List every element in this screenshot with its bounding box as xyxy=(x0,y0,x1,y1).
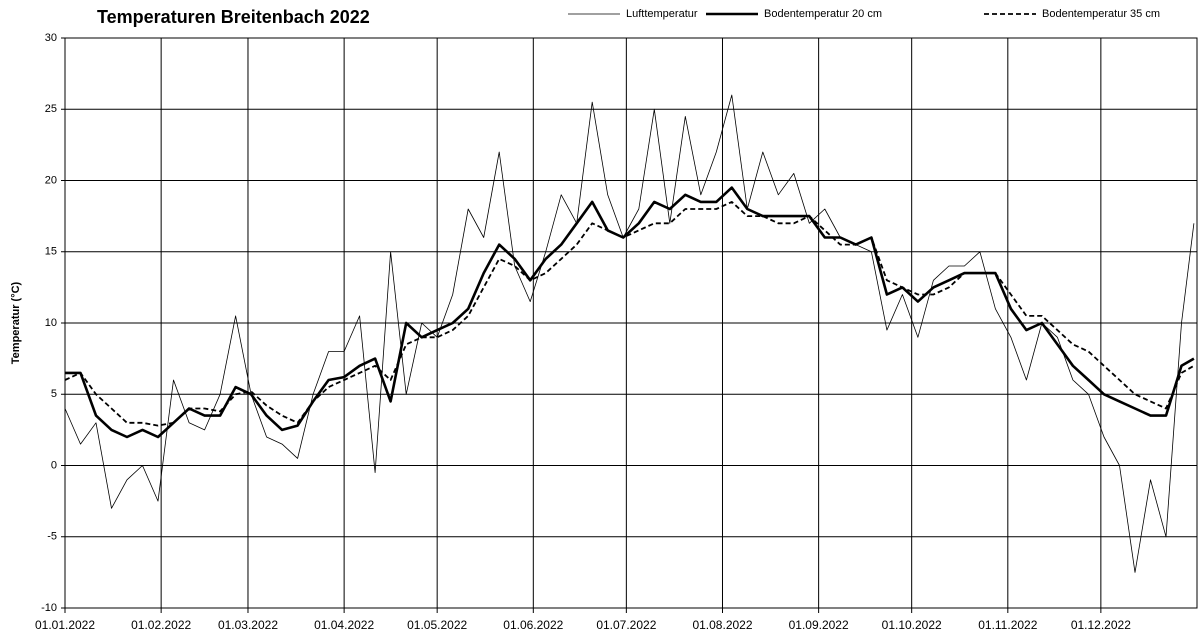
legend-label: Lufttemperatur xyxy=(626,8,698,20)
y-tick-label: -10 xyxy=(41,602,57,614)
y-tick-label: 20 xyxy=(45,174,57,186)
series-line xyxy=(64,200,1195,427)
x-tick-label: 01.06.2022 xyxy=(503,618,563,632)
x-tick-label: 01.03.2022 xyxy=(218,618,278,632)
x-tick-label: 01.02.2022 xyxy=(131,618,191,632)
legend-label: Bodentemperatur 20 cm xyxy=(764,8,882,20)
x-tick-label: 01.11.2022 xyxy=(978,618,1037,632)
y-tick-label: 10 xyxy=(45,317,57,329)
x-tick-label: 01.10.2022 xyxy=(882,618,942,632)
x-tick-label: 01.12.2022 xyxy=(1071,618,1131,632)
x-tick-label: 01.01.2022 xyxy=(35,618,95,632)
y-axis-title: Temperatur (°C) xyxy=(10,281,22,364)
y-tick-label: 5 xyxy=(51,388,57,400)
y-tick-label: -5 xyxy=(47,531,57,543)
y-tick-label: 0 xyxy=(51,459,57,471)
series-line xyxy=(64,94,1195,573)
series-line xyxy=(65,186,1195,439)
x-tick-label: 01.07.2022 xyxy=(596,618,656,632)
x-tick-label: 01.05.2022 xyxy=(407,618,467,632)
y-tick-label: 25 xyxy=(45,103,57,115)
x-tick-label: 01.09.2022 xyxy=(789,618,849,632)
y-tick-label: 30 xyxy=(45,32,57,44)
x-tick-label: 01.04.2022 xyxy=(314,618,374,632)
y-tick-label: 15 xyxy=(45,246,57,258)
legend-label: Bodentemperatur 35 cm xyxy=(1042,8,1160,20)
chart-title: Temperaturen Breitenbach 2022 xyxy=(97,7,370,27)
x-tick-label: 01.08.2022 xyxy=(692,618,752,632)
